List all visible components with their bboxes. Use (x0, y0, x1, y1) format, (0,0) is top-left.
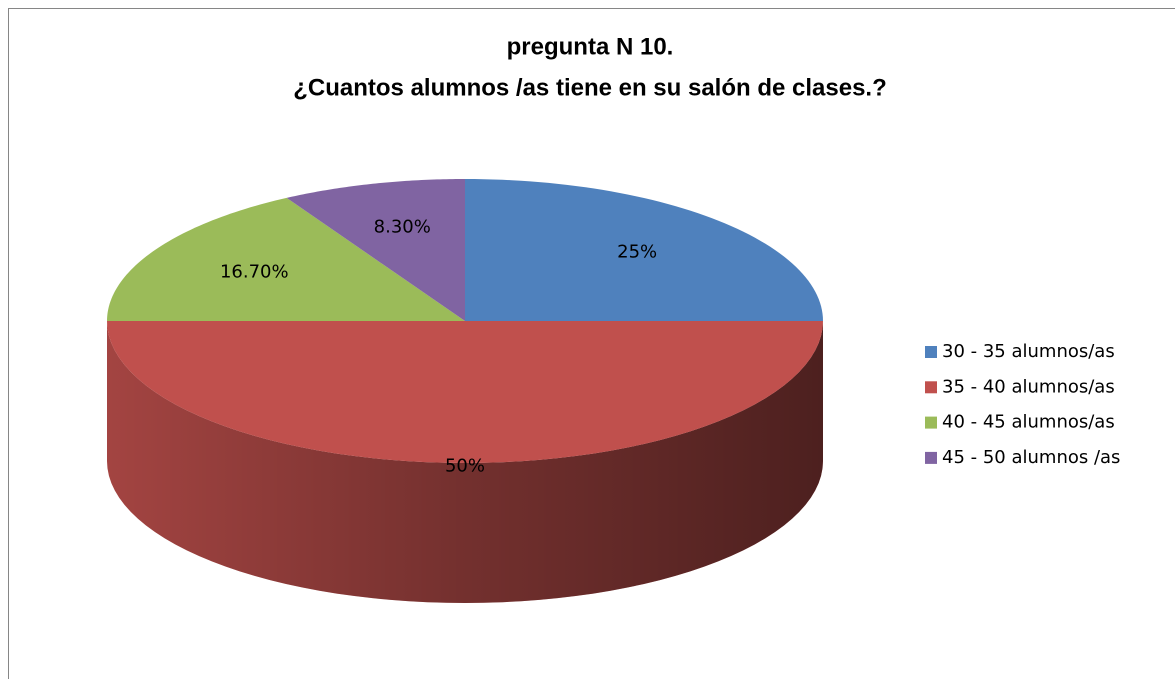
chart-title: ¿Cuantos alumnos /as tiene en su salón d… (293, 74, 887, 101)
legend-label: 45 - 50 alumnos /as (942, 447, 1120, 468)
slice (107, 321, 823, 463)
slice (107, 197, 465, 321)
legend-label: 40 - 45 alumnos/as (942, 412, 1115, 433)
slice (286, 179, 465, 321)
chart-title: pregunta N 10. (507, 33, 674, 60)
legend-swatch (925, 346, 937, 358)
legend-swatch (925, 381, 937, 394)
data-label: 50% (445, 456, 485, 477)
slice-side-shade (107, 321, 823, 603)
data-label: 8.30% (374, 217, 431, 238)
data-label: 16.70% (220, 262, 289, 283)
slice (465, 179, 823, 321)
legend-label: 35 - 40 alumnos/as (942, 376, 1115, 397)
legend-swatch (925, 451, 937, 464)
legend-label: 30 - 35 alumnos/as (942, 341, 1115, 362)
data-label: 25% (617, 242, 657, 263)
legend-swatch (925, 416, 937, 429)
